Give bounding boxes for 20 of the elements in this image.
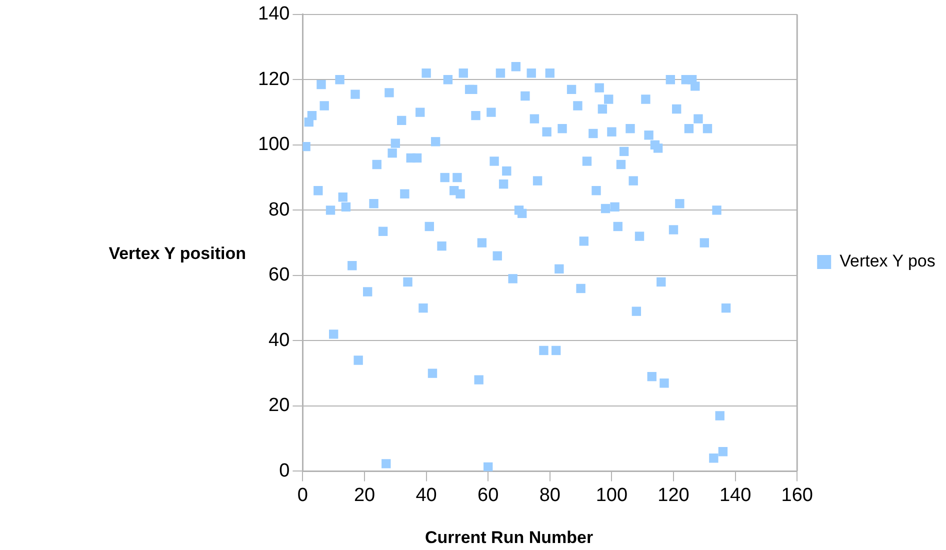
x-axis-title: Current Run Number (424, 528, 594, 548)
y-tick-label: 20 (268, 395, 290, 416)
legend-label: Vertex Y pos (840, 252, 936, 271)
x-tick-label: 0 (297, 484, 308, 506)
y-tick-label: 40 (268, 330, 290, 351)
y-tick-label: 120 (258, 68, 290, 90)
x-tick-label: 20 (354, 484, 376, 506)
y-tick-label: 80 (268, 199, 290, 220)
x-tick-label: 160 (781, 484, 813, 506)
y-axis-title: Vertex Y position (108, 244, 246, 264)
x-tick-label: 80 (539, 484, 560, 506)
x-tick-label: 60 (478, 484, 499, 506)
y-tick-label: 0 (279, 460, 290, 482)
x-tick-label: 100 (596, 484, 628, 506)
x-tick-label: 40 (416, 484, 437, 506)
x-tick-label: 120 (658, 484, 690, 506)
y-tick-label: 100 (258, 134, 290, 156)
x-tick-label: 140 (719, 484, 752, 506)
y-tick-label: 60 (268, 264, 290, 286)
y-tick-label: 140 (258, 4, 290, 25)
